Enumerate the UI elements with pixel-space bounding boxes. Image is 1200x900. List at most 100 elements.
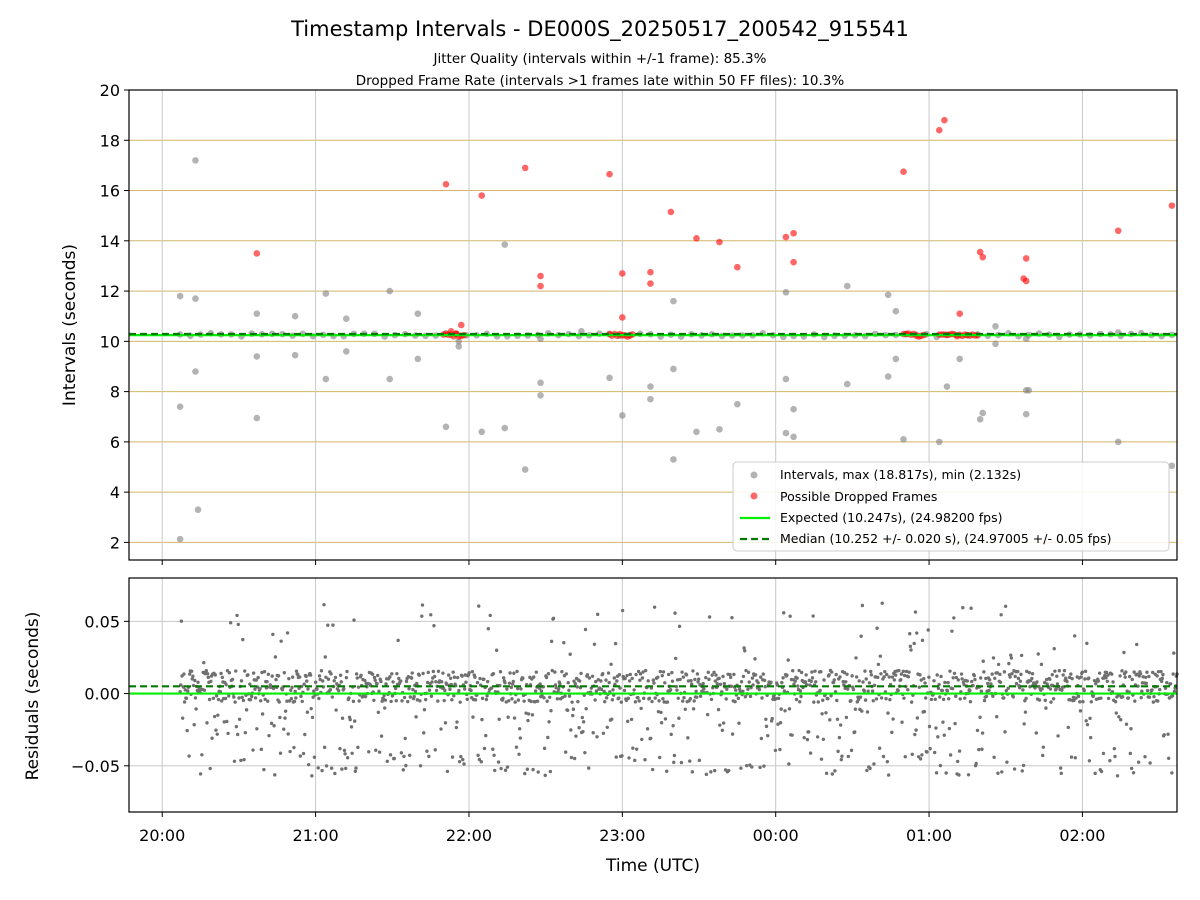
residual-point (512, 671, 516, 675)
residual-point (741, 689, 745, 694)
residual-point (886, 711, 890, 715)
residual-point (862, 689, 867, 693)
residual-point (1099, 696, 1103, 700)
residual-point (783, 709, 787, 713)
residual-point (1021, 688, 1025, 692)
residual-point (395, 671, 399, 676)
residual-point (713, 679, 718, 683)
residual-point (901, 669, 906, 674)
residual-point (811, 614, 815, 618)
residual-point (809, 679, 813, 683)
residual-point (1135, 642, 1139, 647)
residual-point (875, 626, 879, 630)
interval-point (194, 506, 202, 514)
residual-point (1145, 688, 1150, 693)
residual-point (992, 755, 996, 760)
residual-point (810, 670, 814, 674)
residual-point (1019, 653, 1024, 658)
residual-point (663, 681, 667, 685)
residual-point (869, 673, 874, 677)
dropped-frame-point (782, 233, 790, 241)
residual-point (569, 728, 573, 732)
residual-point (592, 642, 597, 646)
residual-point (995, 671, 1000, 675)
residual-point (950, 629, 954, 633)
residual-point (251, 748, 255, 752)
interval-point (992, 340, 999, 348)
residual-point (1030, 676, 1034, 681)
residual-point (1076, 694, 1081, 699)
dropped-frame-point (900, 168, 907, 175)
residual-point (230, 677, 235, 682)
residual-point (746, 670, 751, 674)
residual-point (770, 716, 774, 721)
interval-point (176, 292, 184, 300)
residual-point (888, 697, 892, 702)
residual-point (484, 697, 489, 702)
residual-point (278, 715, 282, 720)
residual-point (320, 768, 324, 773)
interval-point (442, 423, 450, 431)
residual-point (480, 717, 484, 722)
residual-point (1061, 673, 1065, 677)
residual-point (513, 700, 517, 704)
residual-point (725, 687, 729, 691)
residual-point (896, 688, 900, 693)
residual-point (612, 676, 616, 680)
residual-point (471, 715, 475, 719)
residual-point (651, 678, 656, 682)
residual-point (1094, 682, 1098, 686)
residual-point (605, 725, 609, 729)
dropped-frame-point (606, 170, 613, 178)
residual-point (1012, 767, 1017, 771)
residual-point (737, 687, 742, 691)
residual-point (316, 766, 320, 770)
interval-point (386, 287, 394, 295)
residual-point (183, 688, 187, 692)
residual-point (739, 766, 743, 770)
interval-point (1168, 462, 1176, 470)
residual-point (819, 670, 823, 674)
residual-point (737, 721, 741, 725)
residual-point (412, 694, 416, 699)
residual-point (553, 683, 558, 687)
residual-point (508, 671, 512, 675)
residual-point (548, 695, 552, 699)
residual-point (525, 767, 530, 771)
residual-point (865, 710, 870, 714)
interval-point (537, 335, 544, 343)
residual-point (294, 669, 299, 673)
residual-point (669, 732, 673, 737)
residual-point (781, 676, 785, 680)
residual-point (523, 771, 527, 776)
residual-point (819, 757, 824, 761)
residual-point (205, 672, 210, 676)
residual-point (580, 715, 585, 720)
residual-point (388, 753, 393, 757)
residual-point (734, 688, 738, 692)
residual-point (907, 670, 911, 674)
intervals-panel: 2 4 6 8 10 12 14 16 18 20 (100, 81, 1178, 565)
residual-point (312, 689, 316, 693)
residual-point (547, 720, 551, 724)
residuals-y-axis-label: Residuals (seconds) (23, 612, 43, 781)
residual-point (846, 754, 851, 759)
residual-point (940, 688, 945, 693)
residual-point (729, 684, 734, 688)
residual-point (727, 768, 731, 773)
dropped-frame-point (537, 282, 544, 290)
residual-point (533, 689, 538, 693)
residual-point (804, 673, 808, 677)
residual-point (832, 678, 836, 682)
residual-point (309, 706, 313, 711)
residual-point (1113, 754, 1117, 759)
interval-point (790, 433, 797, 441)
residual-point (902, 696, 906, 700)
residual-point (835, 698, 839, 703)
interval-point (521, 466, 529, 473)
residual-point (1021, 763, 1026, 768)
residual-point (338, 746, 342, 751)
residual-point (227, 694, 231, 698)
residual-point (379, 734, 384, 738)
dropped-frame-point (734, 263, 741, 271)
